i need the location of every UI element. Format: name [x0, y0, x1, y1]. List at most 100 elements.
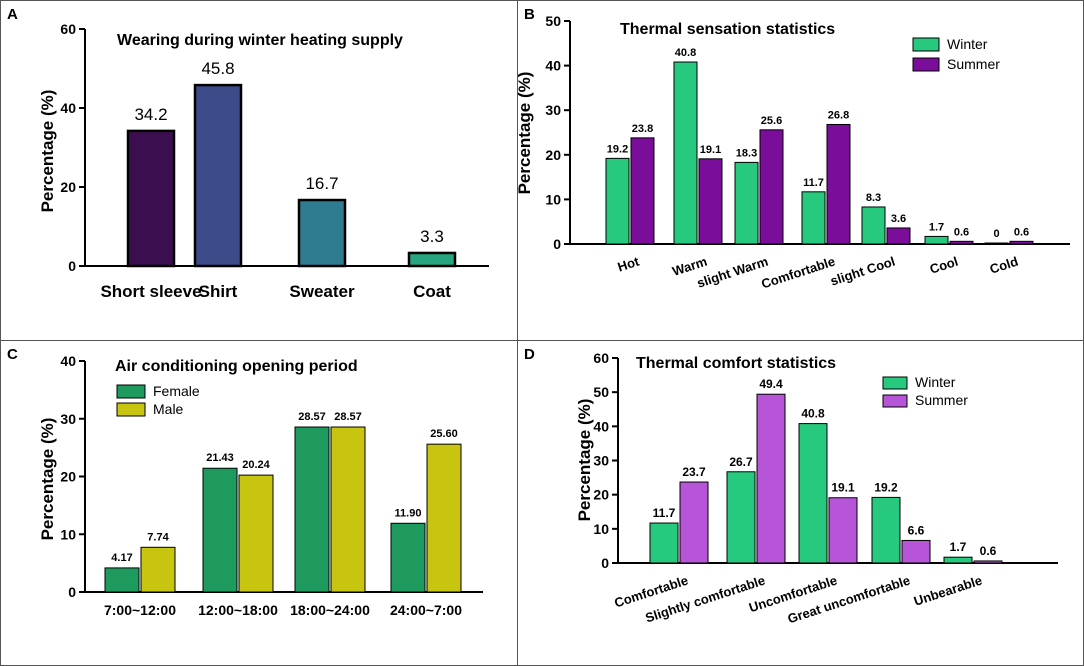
x-tick-label: slight Warm	[695, 254, 770, 291]
y-tick-label: 30	[593, 453, 609, 469]
panel-letter: D	[524, 346, 535, 363]
data-label: 49.4	[759, 377, 783, 391]
bar-b-winter-4	[861, 206, 886, 245]
data-label: 23.8	[632, 123, 653, 135]
bar-d-summer-3	[901, 539, 931, 564]
bar-a-wearing-0	[126, 129, 176, 268]
y-tick-label: 40	[545, 58, 561, 74]
data-label: 28.57	[334, 411, 362, 423]
legend-label-male: Male	[153, 401, 184, 417]
bar-b-summer-6	[1009, 240, 1034, 245]
x-tick-label: Comfortable	[759, 254, 836, 292]
data-label: 26.8	[828, 109, 849, 121]
bar-b-winter-0	[605, 157, 630, 245]
y-tick-label: 20	[60, 179, 76, 195]
data-label: 19.1	[831, 481, 855, 495]
panel-letter: B	[524, 6, 535, 23]
bar-b-winter-3	[801, 191, 826, 245]
chart-title: Wearing during winter heating supply	[117, 32, 403, 49]
x-tick-label: 12:00~18:00	[198, 602, 278, 618]
chart-title: Thermal sensation statistics	[620, 21, 835, 38]
bar-d-summer-1	[756, 393, 786, 564]
y-tick-label: 10	[593, 521, 609, 537]
bar-b-winter-2	[734, 161, 759, 245]
y-tick-label: 30	[545, 102, 561, 118]
data-label: 6.6	[908, 523, 925, 537]
bar-c-male-0	[140, 546, 176, 593]
legend-swatch-winter	[882, 376, 908, 390]
y-tick-label: 30	[60, 411, 76, 427]
data-label: 19.2	[874, 480, 898, 494]
data-label: 1.7	[950, 540, 967, 554]
data-label: 0.6	[980, 544, 997, 558]
bar-d-winter-0	[649, 522, 679, 564]
x-tick-label: slight Cool	[828, 254, 897, 289]
bar-d-winter-2	[798, 423, 828, 564]
bar-b-summer-3	[826, 123, 851, 245]
data-label: 3.6	[891, 213, 906, 225]
panel-letter: A	[7, 6, 18, 23]
legend-swatch-winter	[912, 37, 940, 52]
y-tick-label: 40	[593, 418, 609, 434]
y-tick-label: 40	[60, 353, 76, 369]
y-tick-label: 10	[545, 191, 561, 207]
y-tick-label: 0	[68, 584, 76, 600]
data-label: 3.3	[420, 227, 444, 246]
bar-d-winter-3	[871, 496, 901, 564]
x-tick-label: Short sleeve	[100, 282, 201, 301]
data-label: 40.8	[675, 47, 696, 59]
legend-label-summer: Summer	[915, 392, 968, 408]
data-label: 25.60	[430, 428, 458, 440]
y-tick-label: 0	[601, 555, 609, 571]
data-label: 0.6	[1014, 226, 1029, 238]
data-label: 11.7	[803, 177, 824, 189]
panel-letter: C	[7, 346, 18, 363]
y-tick-label: 40	[60, 100, 76, 116]
chart-title: Thermal comfort statistics	[636, 355, 836, 372]
x-tick-label: Great uncomfortable	[786, 573, 912, 627]
chart-a-svg: A Wearing during winter heating supply Per…	[7, 6, 489, 301]
legend-swatch-female	[116, 384, 146, 399]
bar-c-male-2	[330, 426, 366, 593]
y-tick-label: 10	[60, 526, 76, 542]
bar-c-female-2	[294, 426, 330, 593]
data-label: 45.8	[201, 59, 234, 78]
data-label: 40.8	[801, 407, 825, 421]
bar-c-male-1	[238, 474, 274, 593]
data-label: 8.3	[866, 192, 881, 204]
y-axis-label: Percentage (%)	[575, 399, 594, 522]
chart-c-svg: C Air conditioning opening period Percenta…	[7, 346, 483, 618]
data-label: 19.2	[607, 143, 628, 155]
legend-swatch-male	[116, 402, 146, 417]
bar-b-summer-4	[886, 227, 911, 245]
data-label: 25.6	[761, 115, 782, 127]
x-tick-label: Sweater	[289, 282, 355, 301]
legend-label-summer: Summer	[947, 56, 1000, 72]
y-axis-label: Percentage (%)	[38, 418, 57, 541]
data-label: 7.74	[147, 531, 169, 543]
bar-b-winter-1	[673, 61, 698, 245]
x-tick-label: Cold	[988, 254, 1020, 277]
data-label: 20.24	[242, 459, 270, 471]
bar-b-winter-5	[924, 235, 949, 245]
y-tick-label: 60	[60, 21, 76, 37]
chart-panel-d: D Thermal comfort statistics Percentage (%…	[517, 340, 1084, 666]
bar-b-summer-0	[630, 137, 655, 245]
data-label: 11.90	[395, 507, 422, 519]
x-tick-label: Hot	[616, 253, 642, 274]
bar-d-summer-2	[828, 497, 858, 564]
x-tick-label: 18:00~24:00	[290, 602, 370, 618]
bar-b-summer-2	[759, 129, 784, 245]
y-tick-label: 50	[545, 13, 561, 29]
data-label: 21.43	[206, 452, 234, 464]
y-tick-label: 20	[545, 147, 561, 163]
data-label: 28.57	[298, 411, 326, 423]
data-label: 4.17	[111, 552, 132, 564]
legend-label-winter: Winter	[947, 36, 988, 52]
data-label: 0.6	[954, 226, 969, 238]
y-tick-label: 0	[68, 258, 76, 274]
data-label: 26.7	[729, 455, 753, 469]
chart-title: Air conditioning opening period	[115, 358, 358, 375]
legend-label-winter: Winter	[915, 374, 956, 390]
data-label: 0	[993, 228, 999, 240]
